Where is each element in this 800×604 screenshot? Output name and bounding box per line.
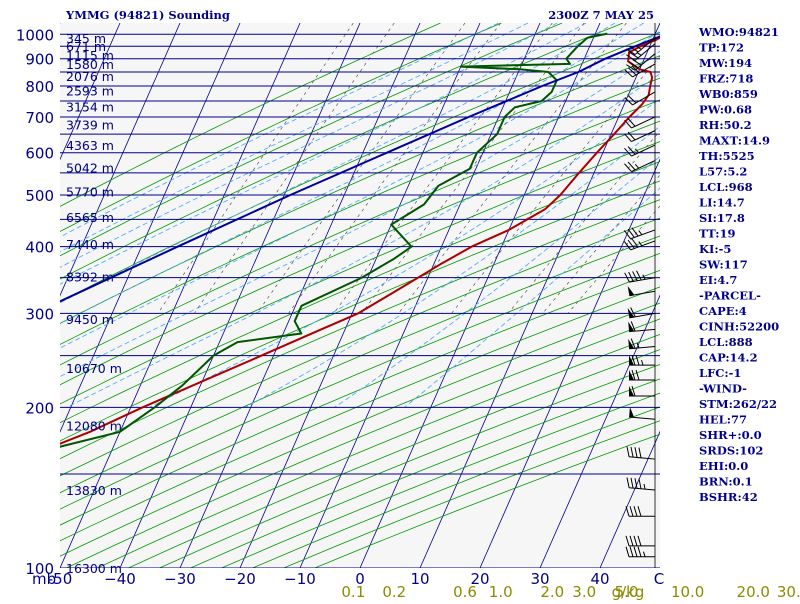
mixing-ratio-label: 2.0 (540, 583, 564, 600)
sounding-index: WB0:859 (698, 87, 758, 101)
height-label: 4363 m (66, 138, 114, 153)
sounding-index: TT:19 (699, 227, 736, 241)
sounding-time: 2300Z 7 MAY 25 (548, 8, 654, 22)
sounding-index: MW:194 (699, 56, 752, 70)
height-label: 3154 m (66, 99, 114, 114)
isotherm-line (0, 23, 60, 568)
pressure-tick-label: 900 (25, 51, 54, 69)
pressure-tick-label: 700 (25, 109, 54, 127)
height-label: 12080 m (66, 418, 122, 433)
mixing-ratio-label: 0.6 (453, 583, 477, 600)
pressure-tick-label: 1000 (16, 26, 54, 44)
sounding-index: LCL:888 (699, 335, 753, 349)
height-label: 2593 m (66, 83, 114, 98)
sounding-index: SHR+:0.0 (699, 428, 762, 442)
height-label: 9450 m (66, 312, 114, 327)
pressure-tick-label: 400 (25, 239, 54, 257)
sounding-index: L57:5.2 (699, 165, 747, 179)
mixing-ratio-label: 10.0 (671, 583, 704, 600)
temperature-tick-label: −30 (164, 570, 196, 588)
mixing-ratio-label: 0.2 (382, 583, 406, 600)
sounding-index: LI:14.7 (699, 196, 745, 210)
sounding-index: STM:262/22 (699, 397, 777, 411)
height-label: 7440 m (66, 237, 114, 252)
sounding-index: TH:5525 (699, 149, 755, 163)
temperature-tick-label: −10 (284, 570, 316, 588)
pressure-tick-label: 300 (25, 305, 54, 323)
mixing-ratio-label: 30.0 (777, 583, 800, 600)
pressure-tick-label: 600 (25, 145, 54, 163)
mixing-ratio-unit-label: g/kg (612, 583, 645, 600)
mixing-ratio-label: 0.1 (341, 583, 365, 600)
sounding-index: WMO:94821 (698, 25, 779, 39)
sounding-index: BRN:0.1 (699, 475, 753, 489)
height-label: 345 m (66, 31, 106, 46)
sounding-index: SRDS:102 (699, 444, 763, 458)
height-label: 3739 m (66, 117, 114, 132)
sounding-index: LCL:968 (699, 180, 753, 194)
sounding-index: CINH:52200 (699, 320, 779, 334)
height-label: 13830 m (66, 483, 122, 498)
height-label: 6565 m (66, 210, 114, 225)
sounding-index: SI:17.8 (699, 211, 745, 225)
sounding-index: BSHR:42 (699, 490, 758, 504)
temperature-tick-label: -50 (48, 570, 73, 588)
sounding-index: CAP:14.2 (699, 351, 758, 365)
sounding-index: FRZ:718 (699, 72, 753, 86)
sounding-index: CAPE:4 (699, 304, 747, 318)
temperature-tick-label: 10 (410, 570, 429, 588)
temperature-tick-label: −20 (224, 570, 256, 588)
pressure-tick-label: 200 (25, 399, 54, 417)
sounding-index: -WIND- (699, 382, 747, 396)
height-label: 5042 m (66, 160, 114, 175)
sounding-index: TP:172 (699, 41, 744, 55)
height-label: 8392 m (66, 269, 114, 284)
mixing-ratio-label: 20.0 (737, 583, 770, 600)
height-label: 5770 m (66, 184, 114, 199)
sounding-index: HEL:77 (699, 413, 747, 427)
sounding-index: KI:-5 (699, 242, 731, 256)
sounding-index: LFC:-1 (699, 366, 741, 380)
temperature-tick-label: −40 (104, 570, 136, 588)
sounding-index: RH:50.2 (699, 118, 752, 132)
mixing-ratio-label: 1.0 (489, 583, 513, 600)
sounding-index: EI:4.7 (699, 273, 737, 287)
sounding-index: MAXT:14.9 (699, 134, 770, 148)
pressure-tick-label: 800 (25, 78, 54, 96)
sounding-index: EHI:0.0 (699, 459, 748, 473)
mixing-ratio-label: 3.0 (572, 583, 596, 600)
height-label: 10670 m (66, 361, 122, 376)
sounding-index: PW:0.68 (699, 103, 752, 117)
sounding-index: -PARCEL- (699, 289, 761, 303)
pressure-tick-label: 500 (25, 187, 54, 205)
sounding-index: SW:117 (699, 258, 748, 272)
temperature-unit-label: C (654, 570, 664, 588)
station-title: YMMG (94821) Sounding (65, 8, 230, 22)
